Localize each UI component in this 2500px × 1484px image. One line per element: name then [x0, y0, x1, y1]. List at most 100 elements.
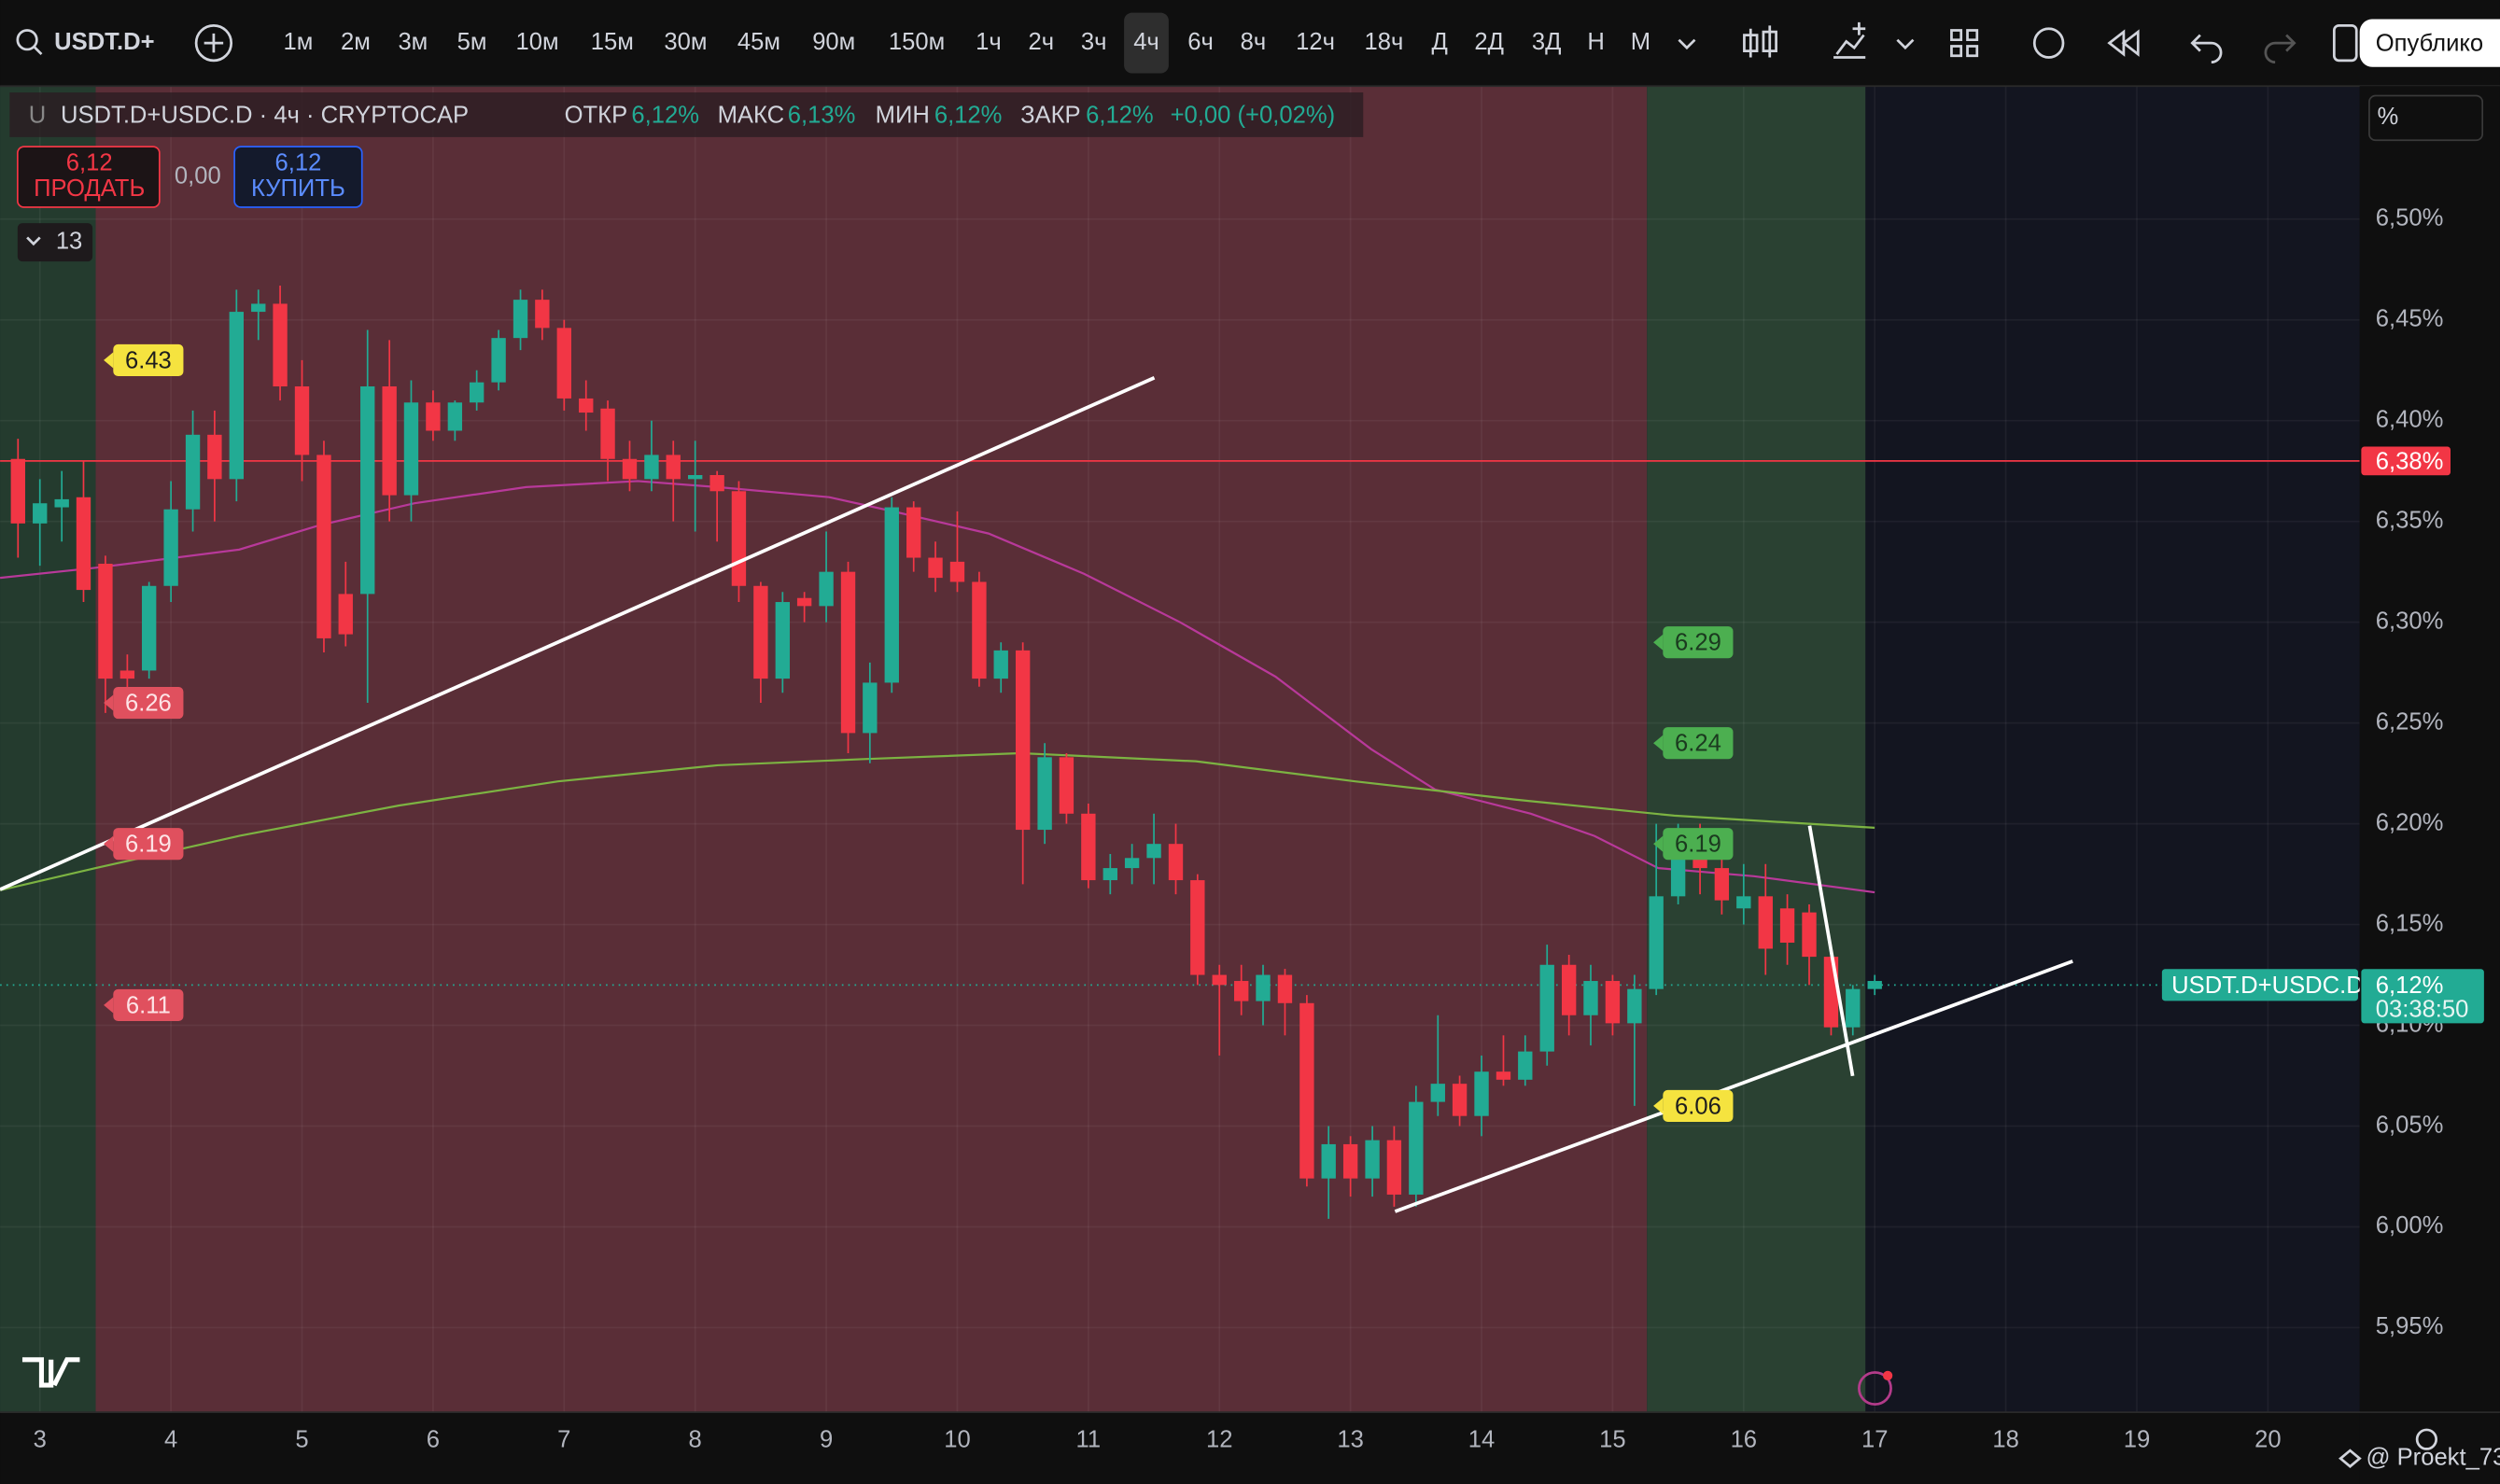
- candle-body: [1103, 868, 1117, 881]
- candle-body: [1430, 1084, 1445, 1102]
- sell-label[interactable]: ПРОДАТЬ: [34, 175, 145, 202]
- x-tick-label: 18: [1992, 1427, 2019, 1453]
- scale-mode[interactable]: [2368, 94, 2484, 142]
- settings-icon[interactable]: [2415, 1428, 2437, 1450]
- candle-body: [1846, 988, 1861, 1028]
- logo[interactable]: [21, 1357, 80, 1388]
- y-tick-label: 6,30%: [2376, 608, 2444, 634]
- interval[interactable]: Д: [1432, 29, 1448, 55]
- alert-badge[interactable]: [1858, 1371, 1892, 1406]
- countdown: 03:38:50: [2376, 996, 2469, 1022]
- indicators-toggle[interactable]: [17, 223, 93, 262]
- legend-badge: U: [29, 102, 47, 128]
- trend-line[interactable]: [1394, 959, 2073, 1213]
- dropdown[interactable]: [1896, 38, 1915, 50]
- candle-body: [447, 402, 463, 431]
- scale-mode-label[interactable]: %: [2377, 104, 2398, 130]
- candle-body: [731, 491, 747, 586]
- last-price-text: 6,12%: [2376, 973, 2444, 999]
- candle-body: [207, 434, 222, 480]
- interval[interactable]: 45м: [737, 29, 780, 55]
- buy-label[interactable]: КУПИТЬ: [251, 175, 345, 202]
- candle-body: [185, 434, 201, 510]
- candle-body: [1802, 912, 1817, 958]
- candle-body: [251, 303, 266, 313]
- time-axis: [0, 1412, 2360, 1484]
- interval[interactable]: 15м: [591, 29, 634, 55]
- trend-line[interactable]: [0, 376, 1156, 891]
- publish-label[interactable]: Опублико: [2376, 31, 2483, 57]
- x-tick-label: 7: [557, 1427, 570, 1453]
- search-icon[interactable]: [16, 29, 38, 51]
- interval[interactable]: 6ч: [1187, 29, 1214, 55]
- candle-body: [1234, 981, 1249, 1001]
- interval[interactable]: 30м: [664, 29, 707, 55]
- session-zone: [95, 86, 1648, 1413]
- interval[interactable]: 4ч: [1133, 29, 1159, 55]
- interval[interactable]: 12ч: [1296, 29, 1335, 55]
- interval[interactable]: 2Д: [1474, 29, 1504, 55]
- level-label-pointer: [1653, 735, 1664, 751]
- interval[interactable]: 2ч: [1028, 29, 1054, 55]
- level-label-pointer: [104, 835, 114, 852]
- interval[interactable]: 18ч: [1365, 29, 1404, 55]
- chart-type-icon[interactable]: [1743, 25, 1777, 58]
- indicators-icon[interactable]: [1833, 21, 1866, 59]
- candle-body: [688, 474, 703, 480]
- candle-body: [1605, 981, 1621, 1024]
- trend-line[interactable]: [1807, 825, 1855, 1077]
- candle-body: [928, 557, 943, 579]
- level-label: [1663, 626, 1734, 659]
- interval[interactable]: 5м: [457, 29, 487, 55]
- sell-price[interactable]: 6,12: [66, 150, 113, 176]
- interval[interactable]: 90м: [812, 29, 855, 55]
- interval[interactable]: 3ч: [1081, 29, 1107, 55]
- interval[interactable]: 1ч: [976, 29, 1002, 55]
- y-tick-label: 5,95%: [2376, 1313, 2444, 1339]
- candle-body: [1867, 981, 1882, 989]
- interval[interactable]: М: [1631, 29, 1650, 55]
- replay-icon[interactable]: [2107, 29, 2140, 57]
- buy-button[interactable]: [233, 146, 363, 208]
- compare-button[interactable]: [194, 23, 233, 63]
- indicators-count[interactable]: 13: [56, 228, 83, 254]
- interval[interactable]: 3Д: [1532, 29, 1562, 55]
- active-interval: [1124, 12, 1169, 74]
- level-label-text: 6.11: [126, 992, 171, 1018]
- interval[interactable]: 8ч: [1241, 29, 1267, 55]
- publish-button[interactable]: [2359, 19, 2500, 67]
- x-tick-label: 15: [1599, 1427, 1626, 1453]
- interval[interactable]: 3м: [398, 29, 428, 55]
- candle-body: [1168, 844, 1184, 881]
- level-label-text: 6.43: [125, 347, 172, 373]
- x-tick-label: 13: [1337, 1427, 1364, 1453]
- legend-field-value: 6,13%: [788, 102, 856, 128]
- redo-icon[interactable]: [2264, 34, 2296, 63]
- candle-body: [556, 328, 571, 399]
- candle-body: [579, 398, 594, 413]
- candle-body: [163, 509, 178, 586]
- layout-icon[interactable]: [1950, 29, 1979, 58]
- interval[interactable]: 150м: [889, 29, 945, 55]
- legend-title[interactable]: USDT.D+USDC.D · 4ч · CRYPTOCAP: [61, 102, 469, 128]
- interval[interactable]: Н: [1587, 29, 1605, 55]
- candle-body: [819, 571, 834, 607]
- symbol[interactable]: USDT.D+: [54, 29, 154, 55]
- candle-body: [1037, 757, 1052, 831]
- alert-dot: [1883, 1370, 1893, 1380]
- sell-button[interactable]: [16, 146, 161, 208]
- level-label: [1663, 1089, 1734, 1122]
- interval[interactable]: 1м: [283, 29, 313, 55]
- buy-price[interactable]: 6,12: [274, 150, 321, 176]
- level-label: [113, 686, 184, 720]
- candle-body: [1758, 896, 1773, 949]
- alert-icon[interactable]: [2032, 27, 2065, 59]
- interval[interactable]: 2м: [341, 29, 371, 55]
- panel-icon[interactable]: [2332, 23, 2358, 63]
- undo-icon[interactable]: [2190, 34, 2223, 63]
- intervals-more[interactable]: [1678, 38, 1696, 50]
- interval[interactable]: 10м: [516, 29, 559, 55]
- candle-body: [993, 650, 1008, 679]
- candle-body: [229, 312, 245, 480]
- candle-body: [33, 503, 48, 524]
